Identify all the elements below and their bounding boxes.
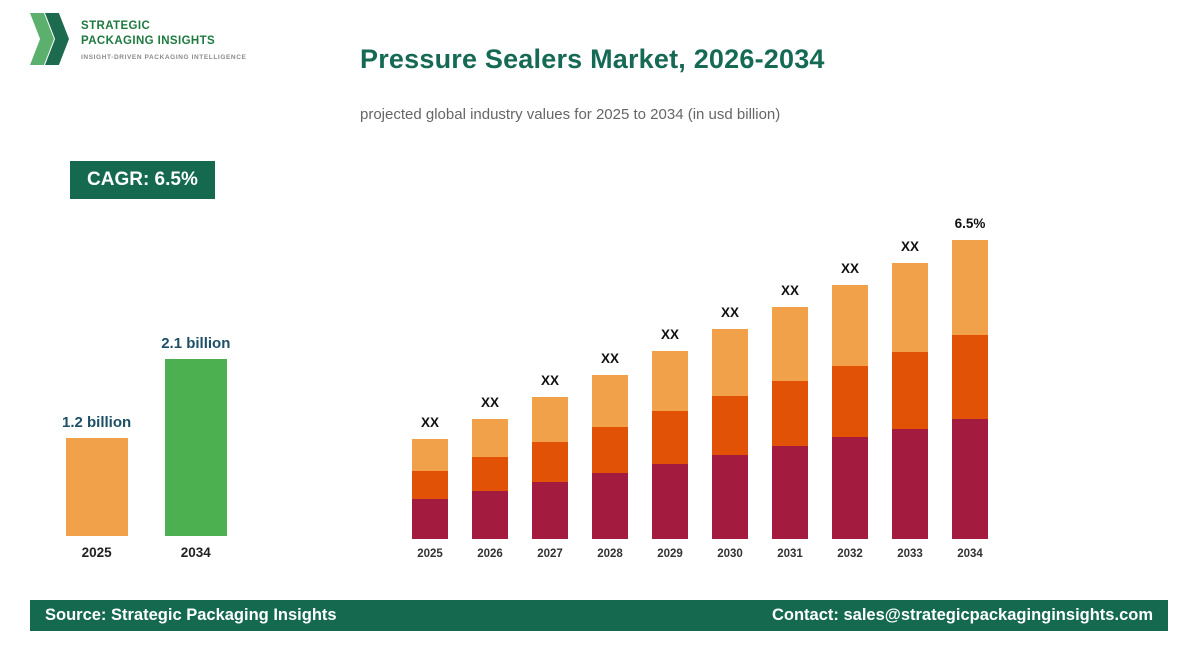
stacked-bar-2025: XX 2025 [412,415,448,560]
bar-year-label: 2026 [477,548,503,560]
stacked-bar-2034: 6.5% 2034 [952,216,988,560]
bar-stack [532,397,568,539]
segment-bottom [832,437,868,539]
bar-year-label: 2028 [597,548,623,560]
bar-value-label: 6.5% [954,216,986,231]
logo-tagline: INSIGHT-DRIVEN PACKAGING INTELLIGENCE [81,53,247,61]
segment-bottom [472,491,508,539]
stacked-bar-chart: XX 2025 XX 2026 XX 2027 XX 2028 XX 2029 XX 2030 XX 20… [412,216,988,560]
stacked-bar-2028: XX 2028 [592,351,628,560]
bar-stack [832,285,868,539]
chevron-logo-icon [30,12,72,66]
bar-year-label: 2031 [777,548,803,560]
bar-stack [772,307,808,539]
bar-stack [592,375,628,539]
page-subtitle: projected global industry values for 202… [360,106,781,123]
cagr-badge: CAGR: 6.5% [70,161,215,199]
segment-bottom [412,499,448,539]
bar-value-label: XX [480,395,499,410]
segment-bottom [952,419,988,539]
segment-top [952,240,988,335]
stacked-bar-2033: XX 2033 [892,239,928,560]
bar-value-label: XX [420,415,439,430]
stacked-bar-2031: XX 2031 [772,283,808,560]
segment-top [712,329,748,396]
segment-middle [712,396,748,455]
mini-bar-2034: 2.1 billion 2034 [161,335,230,560]
segment-middle [772,381,808,446]
stacked-bar-2027: XX 2027 [532,373,568,560]
segment-bottom [592,473,628,539]
segment-bottom [652,464,688,539]
mini-bar-value-label: 1.2 billion [62,414,132,431]
logo-name-line1: STRATEGIC [81,20,151,32]
bar-stack [952,240,988,539]
bar-year-label: 2029 [657,548,683,560]
bar-year-label: 2025 [417,548,443,560]
segment-middle [952,335,988,419]
page-title: Pressure Sealers Market, 2026-2034 [360,44,825,74]
source-text: Source: Strategic Packaging Insights [45,606,337,624]
segment-middle [412,471,448,499]
segment-top [832,285,868,366]
mini-bar-2025: 1.2 billion 2025 [62,414,131,560]
mini-bar-year-label: 2034 [180,545,211,560]
bar-value-label: XX [780,283,799,298]
brand-logo: STRATEGIC PACKAGING INSIGHTS INSIGHT-DRI… [30,12,246,66]
segment-bottom [712,455,748,539]
stacked-bar-2026: XX 2026 [472,395,508,560]
logo-text: STRATEGIC PACKAGING INSIGHTS INSIGHT-DRI… [81,12,246,66]
segment-middle [832,366,868,437]
footer-bar: Source: Strategic Packaging Insights Con… [30,600,1168,631]
segment-top [472,419,508,457]
bar-year-label: 2034 [957,548,983,560]
mini-bar-value-label: 2.1 billion [161,335,231,352]
segment-middle [592,427,628,473]
segment-top [892,263,928,352]
segment-middle [892,352,928,429]
bar-year-label: 2032 [837,548,863,560]
stacked-bar-2029: XX 2029 [652,327,688,560]
mini-bar-rect [164,359,227,536]
segment-bottom [772,446,808,539]
bar-value-label: XX [840,261,859,276]
mini-bar-rect [65,438,128,536]
bar-value-label: XX [600,351,619,366]
logo-name-line2: PACKAGING INSIGHTS [81,34,216,47]
segment-middle [532,442,568,482]
bar-value-label: XX [900,239,919,254]
bar-value-label: XX [720,305,739,320]
bar-year-label: 2030 [717,548,743,560]
segment-top [652,351,688,411]
segment-bottom [892,429,928,539]
mini-bar-year-label: 2025 [81,545,112,560]
stacked-bar-2030: XX 2030 [712,305,748,560]
bar-year-label: 2027 [537,548,563,560]
segment-top [412,439,448,471]
segment-middle [652,411,688,464]
segment-top [532,397,568,442]
bar-value-label: XX [660,327,679,342]
bar-value-label: XX [540,373,559,388]
bar-stack [412,439,448,539]
segment-top [772,307,808,381]
bar-stack [712,329,748,539]
header: Pressure Sealers Market, 2026-2034 proje… [360,44,825,123]
bar-year-label: 2033 [897,548,923,560]
stacked-bar-2032: XX 2032 [832,261,868,560]
bar-stack [892,263,928,539]
segment-middle [472,457,508,491]
segment-bottom [532,482,568,539]
bar-stack [652,351,688,539]
segment-top [592,375,628,427]
mini-comparison-chart: 1.2 billion 2025 2.1 billion 2034 [62,335,230,560]
contact-text: Contact: sales@strategicpackaginginsight… [771,606,1153,624]
bar-stack [472,419,508,539]
